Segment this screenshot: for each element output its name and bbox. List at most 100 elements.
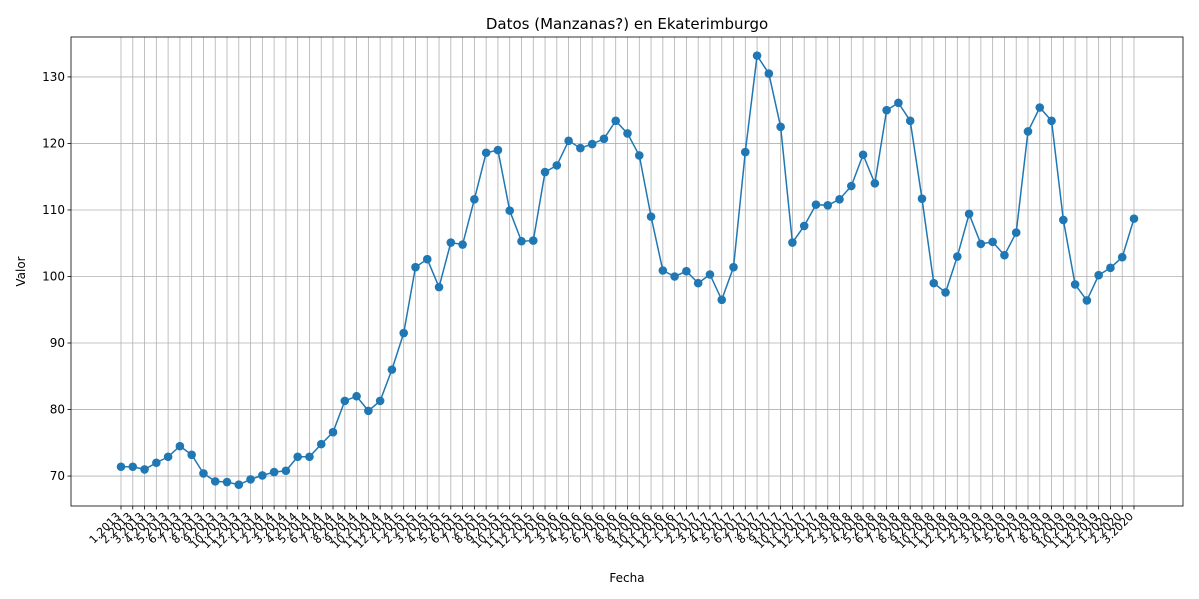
data-point — [776, 122, 785, 132]
data-point — [905, 116, 915, 126]
y-tick-label: 100 — [42, 269, 65, 283]
data-point — [540, 167, 550, 177]
data-point — [788, 238, 797, 247]
chart-title: Datos (Manzanas?) en Ekaterimburgo — [486, 15, 768, 33]
data-point — [1023, 127, 1033, 136]
data-point — [1047, 116, 1056, 126]
data-point — [823, 201, 833, 210]
data-point — [387, 365, 397, 374]
data-point — [246, 475, 255, 484]
data-point — [576, 143, 585, 153]
data-point — [752, 51, 762, 60]
data-point — [1011, 228, 1021, 237]
data-point — [623, 129, 632, 138]
data-point — [976, 239, 986, 249]
data-point — [210, 477, 220, 486]
data-point — [234, 480, 244, 490]
data-point — [670, 272, 679, 281]
data-point — [953, 252, 962, 261]
data-point — [729, 262, 738, 272]
data-point — [305, 452, 314, 462]
data-point — [470, 195, 479, 204]
data-point — [1094, 270, 1103, 280]
y-tick-label: 110 — [42, 203, 65, 217]
data-point — [411, 262, 420, 272]
data-point — [858, 150, 868, 160]
data-point — [481, 148, 491, 158]
x-axis-label: Fecha — [609, 571, 644, 585]
data-point — [894, 98, 903, 108]
y-tick-label: 80 — [50, 403, 65, 417]
x-axis-ticks: 1.20132.20133.20134.20135.20136.20137.20… — [87, 506, 1136, 551]
data-point — [175, 441, 185, 451]
data-point — [1035, 103, 1045, 112]
data-point — [870, 179, 880, 188]
y-axis-ticks: 70 80 90 100 110 120 130 — [42, 70, 71, 483]
data-point — [493, 145, 503, 155]
data-point — [140, 465, 149, 474]
data-point — [799, 221, 809, 231]
data-point — [1117, 252, 1127, 262]
data-point — [505, 206, 515, 215]
data-point — [646, 212, 656, 221]
data-point — [328, 427, 338, 437]
data-point — [187, 450, 196, 460]
data-point — [163, 452, 173, 462]
data-point — [364, 406, 373, 416]
data-point — [564, 136, 573, 146]
data-point — [705, 270, 715, 279]
data-point — [587, 139, 597, 149]
data-point — [882, 105, 891, 115]
data-point — [988, 237, 997, 247]
data-point — [599, 134, 609, 144]
y-axis-label: Valor — [14, 256, 28, 286]
data-point — [152, 458, 161, 468]
data-point — [1059, 215, 1068, 225]
data-point — [1129, 214, 1139, 223]
data-point — [658, 266, 668, 275]
data-point — [528, 236, 538, 245]
data-point — [281, 466, 291, 476]
plot-frame — [70, 36, 1184, 507]
data-point — [293, 452, 302, 462]
data-point — [964, 209, 974, 219]
data-point — [434, 282, 444, 292]
data-point — [352, 391, 361, 401]
data-point — [316, 439, 326, 449]
data-point — [258, 471, 267, 480]
data-point — [941, 288, 950, 297]
data-point — [1082, 296, 1092, 305]
data-point — [446, 238, 456, 247]
data-point — [458, 240, 467, 249]
data-point — [1106, 263, 1115, 273]
data-point — [835, 195, 844, 204]
data-point — [611, 116, 621, 126]
data-point — [399, 328, 408, 338]
data-point — [269, 467, 279, 477]
data-point — [847, 181, 856, 191]
data-point — [422, 254, 432, 264]
data-point — [693, 278, 703, 288]
y-tick-label: 70 — [50, 469, 65, 483]
data-point — [128, 462, 138, 472]
data-point — [717, 295, 727, 305]
data-point — [740, 147, 750, 157]
data-point — [340, 396, 350, 406]
plot-area — [116, 51, 1139, 490]
grid-lines — [71, 37, 1183, 506]
data-point — [222, 477, 232, 487]
data-point — [116, 462, 126, 472]
y-tick-label: 130 — [42, 70, 65, 84]
data-point — [929, 278, 939, 288]
data-point — [682, 266, 691, 276]
data-point — [375, 396, 385, 406]
data-point — [1070, 280, 1080, 289]
data-point — [811, 200, 821, 209]
y-tick-label: 90 — [50, 336, 65, 350]
data-point — [917, 194, 927, 203]
data-point — [634, 151, 644, 160]
data-point — [199, 469, 208, 478]
data-point — [517, 236, 526, 246]
data-point — [764, 69, 774, 78]
